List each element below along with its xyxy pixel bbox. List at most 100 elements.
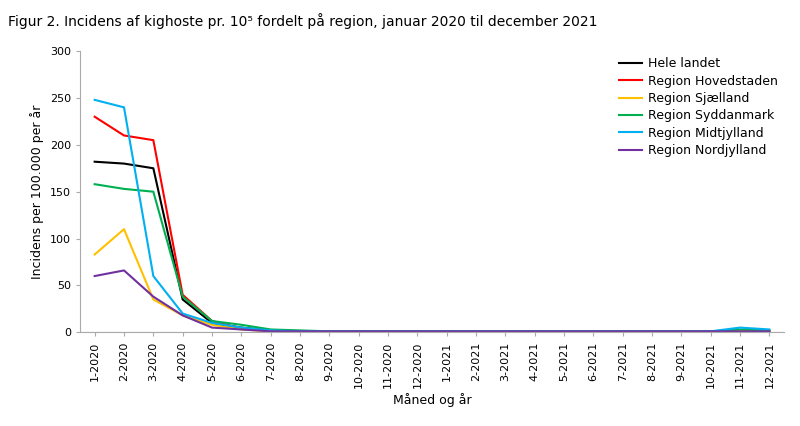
Region Midtjylland <box>354 329 363 334</box>
Region Hovedstaden <box>178 292 187 297</box>
Region Hovedstaden <box>295 329 305 334</box>
Region Nordjylland <box>677 329 686 334</box>
Region Hovedstaden <box>90 114 99 119</box>
Region Syddanmark <box>471 329 481 334</box>
Region Nordjylland <box>765 329 774 334</box>
Region Hovedstaden <box>266 328 275 333</box>
Region Syddanmark <box>325 329 334 334</box>
Region Syddanmark <box>706 329 715 334</box>
Region Nordjylland <box>559 329 569 334</box>
Region Nordjylland <box>735 329 745 334</box>
Region Midtjylland <box>413 329 422 334</box>
Region Nordjylland <box>501 329 510 334</box>
Hele landet <box>471 329 481 334</box>
Region Nordjylland <box>530 329 539 334</box>
Region Nordjylland <box>90 273 99 279</box>
Hele landet <box>178 297 187 302</box>
Region Nordjylland <box>119 268 129 273</box>
Hele landet <box>413 329 422 334</box>
Hele landet <box>325 329 334 334</box>
Hele landet <box>706 329 715 334</box>
Region Hovedstaden <box>149 138 158 143</box>
Hele landet <box>354 329 363 334</box>
Region Syddanmark <box>442 329 451 334</box>
Line: Region Nordjylland: Region Nordjylland <box>94 271 770 331</box>
Region Syddanmark <box>266 327 275 332</box>
Region Syddanmark <box>677 329 686 334</box>
Region Syddanmark <box>735 327 745 332</box>
Region Hovedstaden <box>735 329 745 334</box>
Region Nordjylland <box>266 329 275 334</box>
Region Midtjylland <box>237 325 246 330</box>
Region Syddanmark <box>530 329 539 334</box>
Line: Region Sjælland: Region Sjælland <box>94 229 770 331</box>
X-axis label: Måned og år: Måned og år <box>393 393 471 407</box>
Region Nordjylland <box>618 329 627 334</box>
Region Sjælland <box>530 329 539 334</box>
Region Midtjylland <box>442 329 451 334</box>
Hele landet <box>559 329 569 334</box>
Region Nordjylland <box>207 325 217 330</box>
Region Syddanmark <box>589 329 598 334</box>
Hele landet <box>530 329 539 334</box>
Region Syddanmark <box>501 329 510 334</box>
Region Hovedstaden <box>618 329 627 334</box>
Region Hovedstaden <box>207 319 217 324</box>
Region Sjælland <box>266 329 275 334</box>
Region Midtjylland <box>677 329 686 334</box>
Region Sjælland <box>237 327 246 332</box>
Region Sjælland <box>207 322 217 327</box>
Region Midtjylland <box>207 320 217 325</box>
Line: Hele landet: Hele landet <box>94 162 770 331</box>
Region Nordjylland <box>325 329 334 334</box>
Region Syddanmark <box>149 189 158 194</box>
Region Sjælland <box>501 329 510 334</box>
Region Nordjylland <box>647 329 657 334</box>
Region Midtjylland <box>618 329 627 334</box>
Region Syddanmark <box>354 329 363 334</box>
Region Midtjylland <box>295 329 305 334</box>
Region Syddanmark <box>618 329 627 334</box>
Region Nordjylland <box>295 329 305 334</box>
Region Sjælland <box>765 328 774 333</box>
Region Nordjylland <box>149 294 158 299</box>
Y-axis label: Incidens per 100.000 per år: Incidens per 100.000 per år <box>30 104 44 279</box>
Region Midtjylland <box>471 329 481 334</box>
Region Sjælland <box>149 297 158 302</box>
Hele landet <box>237 325 246 330</box>
Hele landet <box>90 159 99 164</box>
Region Midtjylland <box>530 329 539 334</box>
Hele landet <box>647 329 657 334</box>
Region Hovedstaden <box>471 329 481 334</box>
Region Syddanmark <box>119 186 129 191</box>
Legend: Hele landet, Region Hovedstaden, Region Sjælland, Region Syddanmark, Region Midt: Hele landet, Region Hovedstaden, Region … <box>619 58 778 157</box>
Region Syddanmark <box>207 319 217 324</box>
Hele landet <box>765 329 774 334</box>
Hele landet <box>501 329 510 334</box>
Hele landet <box>149 166 158 171</box>
Region Syddanmark <box>237 322 246 327</box>
Region Hovedstaden <box>765 329 774 334</box>
Region Syddanmark <box>647 329 657 334</box>
Region Midtjylland <box>90 97 99 102</box>
Region Hovedstaden <box>237 326 246 331</box>
Region Midtjylland <box>119 105 129 110</box>
Hele landet <box>442 329 451 334</box>
Line: Region Syddanmark: Region Syddanmark <box>94 184 770 331</box>
Region Sjælland <box>119 227 129 232</box>
Region Sjælland <box>647 329 657 334</box>
Region Nordjylland <box>442 329 451 334</box>
Region Nordjylland <box>383 329 393 334</box>
Hele landet <box>119 161 129 166</box>
Region Hovedstaden <box>413 329 422 334</box>
Hele landet <box>383 329 393 334</box>
Region Syddanmark <box>178 294 187 299</box>
Hele landet <box>677 329 686 334</box>
Region Hovedstaden <box>383 329 393 334</box>
Region Hovedstaden <box>354 329 363 334</box>
Region Sjælland <box>413 329 422 334</box>
Region Nordjylland <box>706 329 715 334</box>
Hele landet <box>735 329 745 334</box>
Region Hovedstaden <box>530 329 539 334</box>
Region Sjælland <box>735 328 745 333</box>
